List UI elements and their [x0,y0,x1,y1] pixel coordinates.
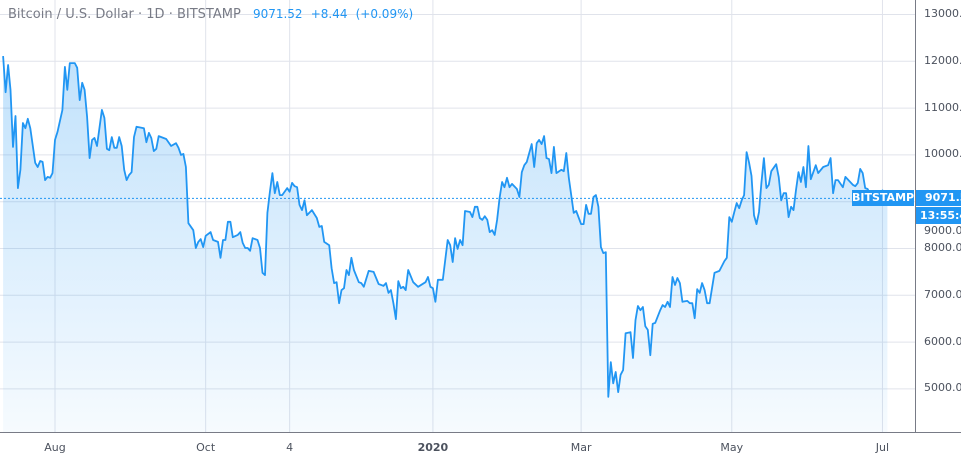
price-line [2,56,888,398]
time-tick-label: 2020 [417,441,449,454]
time-tick-label: Mar [570,441,592,454]
price-tick-label: 10000.00 [924,148,961,161]
price-tick-label: 7000.00 [924,288,961,301]
time-tick-label: 4 [286,441,294,454]
price-tick-label: 6000.00 [924,335,961,348]
symbol-legend[interactable]: Bitcoin / U.S. Dollar · 1D · BITSTAMP 90… [8,7,413,22]
price-tick-label: 12000.00 [924,54,961,67]
price-area-fill [3,56,888,432]
time-tick-label: Aug [44,441,66,454]
price-tick-label: 9000.00 [924,224,961,237]
price-tick-label: 13000.00 [924,8,961,20]
price-tick-label: 8000.00 [924,242,961,254]
exchange-tag: BITSTAMP [852,189,914,206]
symbol-title: Bitcoin / U.S. Dollar · 1D · BITSTAMP [8,7,241,22]
time-tick-label: May [720,441,744,454]
last-price: 9071.52 [252,7,303,21]
price-tick-label: 5000.00 [924,382,961,395]
price-change: +8.44 [310,7,348,21]
bar-countdown: 13:55:4 [916,206,961,224]
price-tick-label: 11000.00 [924,101,961,114]
price-change-pct: (+0.09%) [355,7,414,21]
last-price-tag: 9071.52 [916,189,961,206]
time-tick-label: Oct [196,441,216,454]
time-tick-label: Jul [875,441,890,454]
